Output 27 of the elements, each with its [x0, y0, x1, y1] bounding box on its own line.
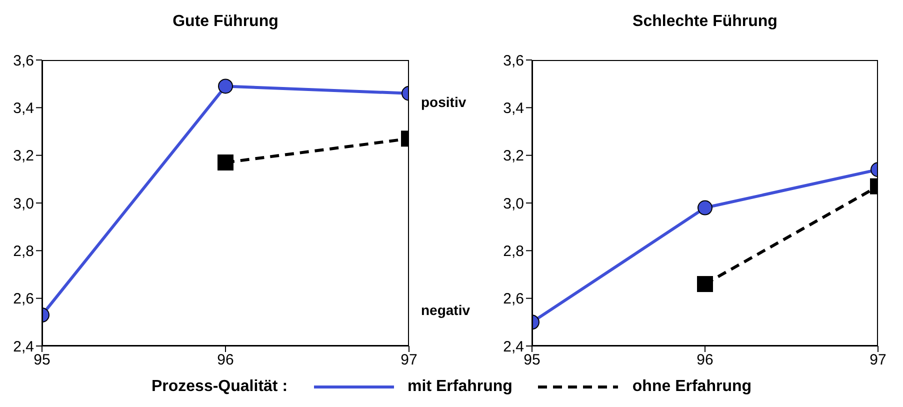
x-tick-label: 96 [217, 352, 234, 369]
y-tick-label: 3,2 [13, 148, 34, 165]
chart-title: Gute Führung [172, 12, 280, 32]
legend-title: Prozess-Qualität : [151, 378, 288, 396]
y-tick-label: 3,2 [503, 148, 524, 165]
y-tick-label: 2,6 [503, 290, 524, 308]
y-tick-label: 3,0 [503, 195, 524, 212]
y-tick-label: 3,4 [13, 100, 34, 117]
y-tick-label: 3,6 [13, 52, 34, 70]
y-tick-label: 3,0 [13, 195, 34, 212]
x-tick-label: 95 [524, 352, 540, 369]
y-tick-label: 2,8 [503, 242, 524, 260]
text: negativ [421, 302, 470, 318]
y-tick-label: 2,4 [13, 338, 34, 356]
x-tick-label: 97 [400, 352, 418, 369]
x-tick-label: 96 [696, 352, 714, 369]
y-tick-label: 3,4 [503, 100, 524, 117]
y-tick-label: 2,6 [13, 290, 34, 308]
chart-title: Schlechte Führung [632, 12, 778, 32]
y-tick-label: 3,6 [503, 52, 524, 70]
x-tick-label: 97 [870, 352, 886, 369]
legend-label: ohne Erfahrung [632, 378, 752, 396]
y-tick-label: 2,8 [13, 242, 34, 260]
y-tick-label: 2,4 [503, 338, 524, 356]
text: positiv [421, 94, 466, 110]
legend-label: mit Erfahrung [408, 378, 512, 396]
x-tick-label: 95 [34, 352, 50, 369]
